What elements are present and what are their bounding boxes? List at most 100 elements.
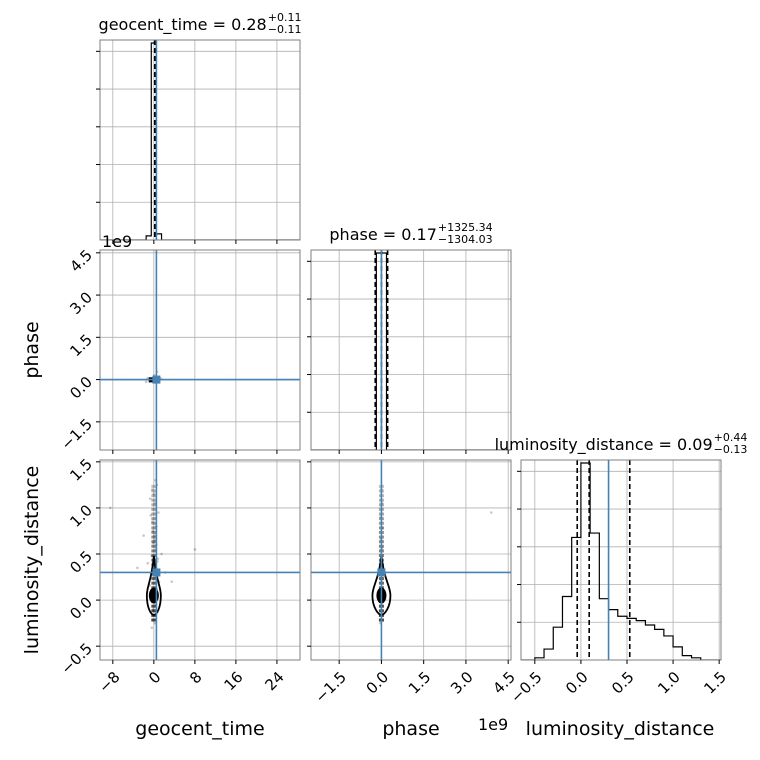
hist-geocent_time-grid (100, 40, 300, 240)
panel-phase-vs-luminosity_distance (311, 460, 511, 660)
hist-phase (311, 250, 511, 450)
histogram-step-geocent_time (100, 42, 300, 240)
x-axis-label-phase: phase (382, 718, 439, 740)
panel-geocent_time-vs-luminosity_distance (100, 460, 300, 660)
y-tick-label-phase: 0.0 (66, 373, 96, 403)
scatter-point (151, 520, 154, 524)
x-tick-label-geocent_time: 24 (261, 668, 287, 694)
density-cell (151, 489, 157, 493)
density-cell (151, 530, 157, 534)
y-tick-label-luminosity_distance: 0.0 (66, 593, 96, 623)
y-axis-label-phase: phase (21, 321, 43, 378)
hist-luminosity_distance-grid (521, 460, 721, 660)
title-lower-error: −1304.03 (438, 233, 493, 246)
density-cell (151, 517, 157, 521)
hist-luminosity_distance-frame (520, 459, 722, 661)
x-tick-label-phase: 1.5 (405, 668, 435, 698)
scatter-point (146, 561, 149, 565)
scatter-point (150, 626, 154, 630)
panel-geocent_time-vs-phase-frame (99, 249, 301, 451)
x-tick-label-luminosity_distance: 1.0 (654, 668, 684, 698)
panel-phase-vs-luminosity_distance-frame (310, 459, 512, 661)
scatter-point (193, 548, 197, 551)
scatter-point (108, 506, 112, 510)
density-cell (151, 604, 157, 608)
title-phase: phase = 0.17 +1325.34−1304.03 (329, 221, 492, 246)
title-lower-error: −0.13 (714, 443, 748, 456)
density-cell (151, 526, 157, 530)
axes-layer (96, 39, 722, 664)
x-tick-label-luminosity_distance: 0.5 (608, 668, 638, 698)
grid-layer (100, 40, 721, 660)
y-axis-label-luminosity_distance: luminosity_distance (21, 466, 43, 655)
scatter-point (153, 534, 156, 537)
scatter-point (170, 580, 174, 583)
x-tick-label-geocent_time: 16 (220, 668, 246, 694)
title-upper-error: +1325.34 (438, 221, 493, 234)
density-cell (151, 540, 157, 544)
x-tick-label-luminosity_distance: −0.5 (507, 668, 545, 706)
title-main: geocent_time = 0.28 (99, 15, 267, 35)
scatter-point (153, 621, 157, 625)
x-tick-label-luminosity_distance: 1.5 (700, 668, 730, 698)
y-tick-label-luminosity_distance: 0.5 (66, 547, 96, 577)
text-layer: −8 0 8 16 24 −1.5 0.0 1.5 3.0 4.5 −0.5 0.0 0.5 1.0 1.5… (21, 11, 747, 740)
title-geocent_time: geocent_time = 0.28 +0.11−0.11 (99, 11, 302, 36)
density-cell (151, 554, 157, 558)
hist-geocent_time-frame (99, 39, 301, 241)
density-cell (151, 535, 157, 539)
panel-geocent_time-vs-phase-grid (100, 250, 300, 450)
scatter-point (156, 557, 160, 560)
scatter-point (144, 380, 148, 384)
scatter-point (142, 534, 145, 537)
panel-geocent_time-vs-luminosity_distance-frame (99, 459, 301, 661)
scatter-point (489, 511, 493, 514)
density-cell (151, 494, 157, 498)
panel-geocent_time-vs-luminosity_distance-grid (100, 460, 300, 660)
y-tick-label-phase: −1.5 (58, 415, 96, 453)
scatter-point (149, 513, 153, 517)
truth-marker (152, 375, 161, 384)
title-luminosity_distance: luminosity_distance = 0.09 +0.44−0.13 (495, 431, 748, 456)
density-cell (151, 618, 157, 622)
data-layer (100, 40, 721, 660)
title-main: luminosity_distance = 0.09 (495, 435, 713, 455)
scatter-point (151, 488, 154, 491)
x-axis-label-geocent_time: geocent_time (135, 718, 264, 740)
scatter-point (157, 511, 160, 514)
density-cell (151, 484, 157, 488)
panel-phase-vs-luminosity_distance-grid (311, 460, 511, 660)
scatter-point (152, 541, 155, 545)
scatter-point (160, 552, 163, 556)
y-tick-label-luminosity_distance: −0.5 (58, 639, 96, 677)
density-cell (151, 563, 157, 567)
x-tick-label-phase: 3.0 (447, 668, 477, 698)
density-cell (151, 507, 157, 511)
scatter-point (136, 566, 139, 570)
title-upper-error: +0.11 (268, 11, 302, 24)
y-tick-label-luminosity_distance: 1.0 (66, 501, 96, 531)
density-cell (151, 549, 157, 553)
density-cell (151, 521, 157, 525)
density-cell (151, 577, 157, 581)
histogram-step-phase (311, 252, 511, 450)
density-cell (151, 498, 157, 502)
y-tick-label-luminosity_distance: 1.5 (66, 455, 96, 485)
hist-phase-frame (310, 249, 512, 451)
hist-luminosity_distance (521, 460, 721, 660)
x-offset-text: 1e9 (478, 715, 508, 734)
scatter-point (153, 538, 156, 542)
density-cell (151, 581, 157, 585)
y-offset-text: 1e9 (102, 232, 132, 251)
y-tick-label-phase: 4.5 (66, 246, 96, 276)
hist-geocent_time (100, 40, 300, 240)
x-axis-label-luminosity_distance: luminosity_distance (526, 718, 715, 740)
x-tick-label-geocent_time: 8 (186, 668, 205, 687)
y-tick-label-phase: 1.5 (66, 331, 96, 361)
truth-marker (152, 568, 161, 577)
scatter-point (151, 529, 155, 533)
hist-phase-grid (311, 250, 511, 450)
density-cell (151, 544, 157, 548)
x-tick-label-luminosity_distance: 0.0 (562, 668, 592, 698)
histogram-step-luminosity_distance (521, 462, 721, 660)
